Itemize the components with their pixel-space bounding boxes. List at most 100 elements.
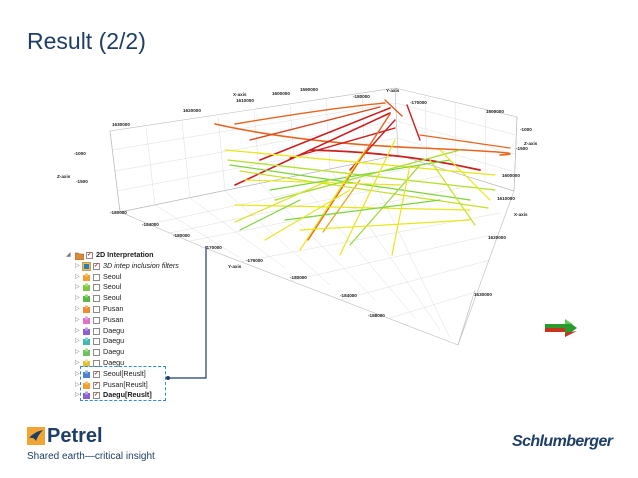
expand-arrow-icon[interactable]: ▷: [75, 273, 80, 280]
petrel-logo: Petrel Shared earth—critical insight: [27, 425, 167, 467]
axis-name-y2: Y-axis: [228, 264, 242, 269]
tree-item[interactable]: ▷ Daegu: [66, 347, 226, 358]
tree-item-label: Daegu: [103, 336, 125, 346]
tree-item-seoul-result[interactable]: ▷ ✓ Seoul[Reuslt]: [66, 369, 226, 380]
expand-arrow-icon[interactable]: ▷: [75, 262, 80, 269]
visibility-checkbox[interactable]: [93, 305, 100, 313]
result-highlight-box: [80, 366, 166, 401]
tree-item-label: Pusan: [103, 303, 124, 313]
tree-item[interactable]: ▷ Seoul: [66, 293, 226, 304]
seismic-line: [234, 204, 471, 211]
visibility-checkbox[interactable]: ✓: [93, 392, 100, 400]
tick-label: 1610000: [236, 98, 254, 103]
slide-title: Result (2/2): [27, 28, 146, 54]
expand-arrow-icon[interactable]: ▷: [75, 370, 80, 377]
axis-labels: X-axis Y-axis Z-axis Z-axis X-axis Y-axi…: [57, 87, 538, 318]
tick-label: 1600000: [272, 91, 290, 96]
interpretation-orange-icon: [83, 273, 90, 281]
tree-item[interactable]: ▷ Daegu: [66, 336, 226, 347]
tree-item-label: 3D intep inclusion filters: [103, 260, 179, 270]
axis-name-z: Z-axis: [57, 174, 71, 179]
seismic-line: [419, 134, 511, 149]
visibility-checkbox[interactable]: [93, 295, 100, 303]
expand-arrow-icon[interactable]: ▷: [75, 381, 80, 388]
tree-item-filters[interactable]: ▷ ✓ 3D intep inclusion filters: [66, 261, 226, 272]
tick-label: -1000: [74, 151, 86, 156]
tick-label: 1620000: [488, 235, 506, 240]
visibility-checkbox[interactable]: [93, 273, 100, 281]
seismic-line: [429, 159, 476, 226]
interpretation-green-icon: [83, 348, 90, 357]
tick-label: -188000: [368, 313, 385, 318]
tick-label: -170000: [410, 100, 427, 105]
tree-item[interactable]: ▷ Daegu: [66, 326, 226, 337]
expand-arrow-icon[interactable]: ▷: [75, 359, 80, 366]
tree-item[interactable]: ▷ Pusan: [66, 304, 226, 315]
tick-label: -176000: [246, 258, 263, 263]
tick-label: -180000: [173, 233, 190, 238]
tick-label: 1630000: [474, 292, 492, 297]
tick-label: 1600000: [502, 173, 520, 178]
tick-label: -1500: [76, 179, 88, 184]
tick-label: 1630000: [112, 122, 130, 127]
collapse-arrow-icon[interactable]: ◢: [66, 252, 71, 258]
seismic-line: [349, 164, 421, 246]
seismic-line: [239, 170, 489, 209]
expand-arrow-icon[interactable]: ▷: [75, 316, 80, 323]
visibility-checkbox[interactable]: ✓: [93, 262, 100, 270]
next-arrow-icon[interactable]: [543, 318, 579, 338]
expand-arrow-icon[interactable]: ▷: [75, 349, 80, 356]
visibility-checkbox[interactable]: [93, 284, 100, 292]
expand-arrow-icon[interactable]: ▷: [75, 338, 80, 345]
tree-item-label: Daegu[Reuslt]: [103, 390, 152, 400]
visibility-checkbox[interactable]: ✓: [93, 381, 100, 389]
seismic-line: [234, 112, 391, 186]
seismic-line: [229, 164, 471, 201]
tick-label: -180000: [353, 94, 370, 99]
tree-item-label: Seoul: [103, 293, 122, 303]
expand-arrow-icon[interactable]: ▷: [75, 305, 80, 312]
seismic-line: [214, 123, 511, 156]
seismic-line: [239, 199, 301, 231]
folder-icon: [75, 252, 84, 260]
tree-item[interactable]: ▷ Seoul: [66, 272, 226, 283]
visibility-checkbox[interactable]: ✓: [93, 370, 100, 378]
visibility-checkbox[interactable]: [93, 327, 100, 335]
expand-arrow-icon[interactable]: ▷: [75, 392, 80, 399]
seismic-line: [234, 179, 331, 223]
tick-label: -1000: [520, 127, 532, 132]
tick-label: -180000: [110, 210, 127, 215]
petrel-tagline: Shared earth—critical insight: [27, 451, 155, 462]
seismic-line: [259, 107, 391, 161]
visibility-checkbox[interactable]: ✓: [86, 252, 93, 259]
tick-label: 1600000: [486, 109, 504, 114]
petrel-wordmark: Petrel: [47, 425, 103, 447]
visibility-checkbox[interactable]: [93, 338, 100, 346]
tree-item-label: Seoul: [103, 271, 122, 281]
tree-item-2d-interpretation[interactable]: ◢ ✓ 2D Interpretation: [66, 250, 226, 261]
visibility-checkbox[interactable]: [93, 316, 100, 324]
tick-label: 1590000: [300, 87, 318, 92]
tree-item-label: 2D Interpretation: [96, 250, 154, 259]
interpretation-blue-icon: [83, 370, 90, 378]
tree-item-label: Daegu: [103, 325, 125, 335]
tree-item[interactable]: ▷ Seoul: [66, 282, 226, 293]
visibility-checkbox[interactable]: [93, 349, 100, 357]
tick-label: -1500: [516, 146, 528, 151]
interpretation-orange-icon: [83, 305, 90, 313]
interpretation-purple-icon: [83, 391, 90, 400]
tick-label: -180000: [290, 275, 307, 280]
seismic-line: [284, 199, 441, 221]
tick-label: -170000: [205, 245, 222, 250]
expand-arrow-icon[interactable]: ▷: [75, 284, 80, 291]
expand-arrow-icon[interactable]: ▷: [75, 327, 80, 334]
seismic-line: [322, 179, 361, 233]
seismic-line: [384, 99, 403, 117]
tree-item-daegu-result[interactable]: ▷ ✓ Daegu[Reuslt]: [66, 390, 226, 401]
expand-arrow-icon[interactable]: ▷: [75, 295, 80, 302]
tree-item-pusan-result[interactable]: ▷ ✓ Pusan[Reuslt]: [66, 380, 226, 391]
tree-item[interactable]: ▷ Pusan: [66, 315, 226, 326]
seismic-line: [309, 149, 481, 171]
interpretation-green-icon: [83, 294, 90, 303]
